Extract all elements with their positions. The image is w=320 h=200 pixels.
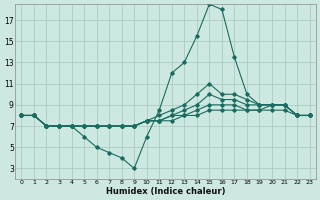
X-axis label: Humidex (Indice chaleur): Humidex (Indice chaleur) [106, 187, 225, 196]
